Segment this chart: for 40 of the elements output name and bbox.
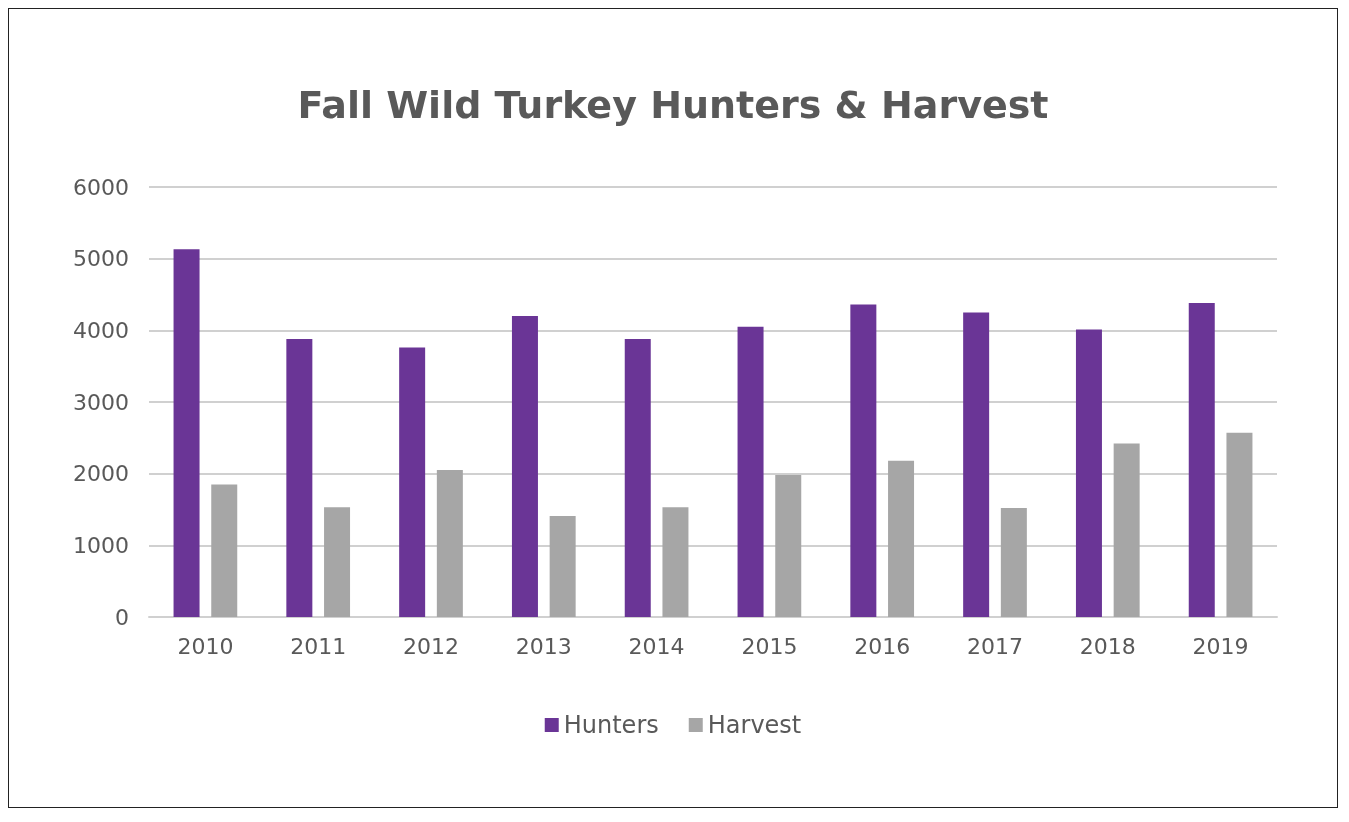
legend-label: Hunters [563, 711, 659, 739]
bar [173, 249, 200, 617]
x-tick-label: 2016 [854, 633, 911, 659]
bar [324, 507, 351, 617]
x-tick-label: 2014 [628, 633, 685, 659]
y-tick-label: 3000 [73, 389, 129, 415]
bar [1113, 443, 1140, 617]
bar [1075, 329, 1102, 617]
bar [1000, 508, 1027, 617]
chart-title: Fall Wild Turkey Hunters & Harvest [297, 83, 1049, 127]
x-tick-label: 2019 [1192, 633, 1249, 659]
bar [549, 515, 576, 617]
y-tick-label: 4000 [73, 317, 129, 343]
y-tick-label: 1000 [73, 532, 129, 558]
bar [399, 347, 426, 617]
x-tick-label: 2017 [967, 633, 1023, 659]
bar [850, 304, 877, 617]
bar [737, 326, 764, 617]
bar [963, 312, 990, 617]
bar [624, 338, 651, 617]
legend-label: Harvest [707, 711, 802, 739]
bar [1226, 432, 1253, 617]
bar [1188, 303, 1215, 617]
x-tick-label: 2013 [515, 633, 572, 659]
x-tick-label: 2012 [403, 633, 459, 659]
bar [436, 470, 463, 617]
x-tick-label: 2015 [741, 633, 798, 659]
x-tick-label: 2010 [177, 633, 234, 659]
bar [775, 475, 802, 617]
x-tick-label: 2018 [1079, 633, 1136, 659]
bar [286, 338, 313, 617]
bar [211, 484, 238, 617]
y-tick-label: 2000 [73, 461, 129, 487]
y-tick-label: 5000 [73, 246, 129, 272]
y-tick-label: 6000 [73, 174, 129, 200]
y-tick-label: 0 [115, 604, 129, 630]
x-tick-label: 2011 [290, 633, 347, 659]
bar [888, 460, 915, 617]
bar [662, 507, 689, 617]
bar [511, 316, 538, 617]
